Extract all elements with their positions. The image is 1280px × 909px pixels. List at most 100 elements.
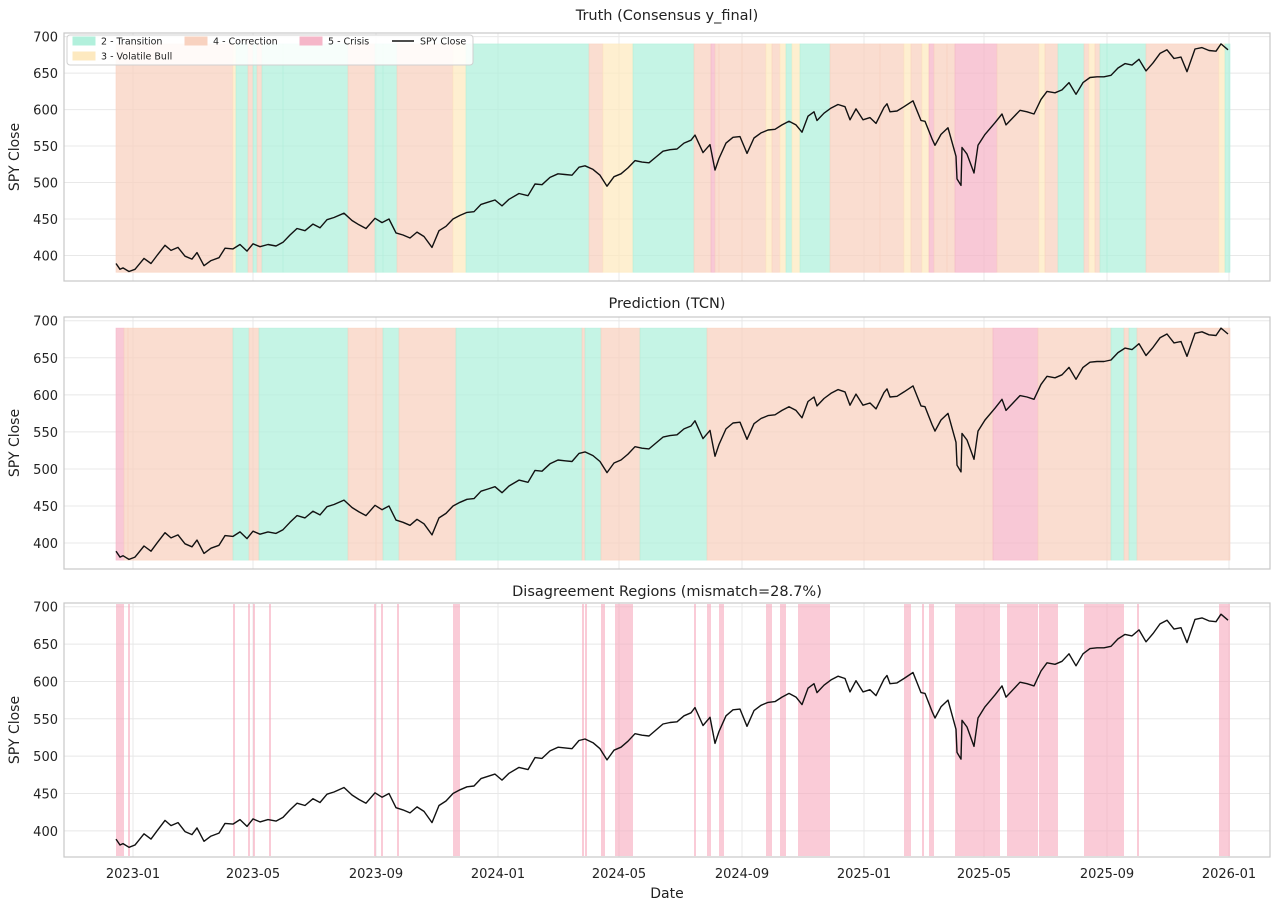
legend-item: 3 - Volatile Bull bbox=[72, 51, 172, 63]
regime-span-2 bbox=[374, 43, 384, 273]
legend-item: 5 - Crisis bbox=[299, 36, 369, 48]
y-tick-label: 550 bbox=[33, 140, 58, 155]
panel-title: Prediction (TCN) bbox=[609, 296, 726, 312]
regime-span-4 bbox=[581, 327, 586, 561]
mismatch-span bbox=[780, 604, 786, 856]
regime-span-4 bbox=[247, 43, 254, 273]
axes-frame bbox=[63, 602, 1271, 858]
x-tick-labels: 2023-01 2023-05 2023-09 2024-01 2024-05 2024-… bbox=[106, 867, 1256, 882]
regime-span-4 bbox=[829, 43, 881, 273]
mismatch-span bbox=[248, 604, 250, 856]
y-tick-label: 450 bbox=[33, 788, 58, 803]
regime-span-4 bbox=[714, 43, 720, 273]
y-tick-label: 700 bbox=[33, 31, 58, 46]
regime-span-4 bbox=[256, 43, 263, 273]
y-axis-label: SPY Close bbox=[7, 409, 23, 477]
mismatch-span bbox=[582, 604, 584, 856]
regime-span-4 bbox=[600, 327, 641, 561]
mismatch-span bbox=[1219, 604, 1230, 856]
panel-title: Disagreement Regions (mismatch=28.7%) bbox=[512, 584, 822, 600]
legend-label: 4 - Correction bbox=[213, 37, 278, 48]
y-tick-label: 450 bbox=[33, 500, 58, 515]
x-tick-label: 2025-01 bbox=[837, 867, 891, 882]
mismatch-span bbox=[719, 604, 724, 856]
regime-span-3 bbox=[791, 43, 801, 273]
regime-span-5 bbox=[115, 327, 125, 561]
y-tick-label: 500 bbox=[33, 750, 58, 765]
mismatch-span bbox=[253, 604, 255, 856]
mismatch-span bbox=[397, 604, 399, 856]
y-tick-label: 650 bbox=[33, 67, 58, 82]
y-tick-label: 650 bbox=[33, 352, 58, 367]
regime-span-2 bbox=[1106, 43, 1147, 273]
regime-span-4 bbox=[1037, 327, 1112, 561]
x-tick-label: 2024-05 bbox=[592, 867, 646, 882]
regime-span-4 bbox=[996, 43, 1040, 273]
panel-3: 400 450 500 550 600 650 700 SPY Close Disagreeme… bbox=[7, 584, 1271, 882]
x-tick-label: 2023-05 bbox=[226, 867, 280, 882]
axes-frame bbox=[63, 32, 1271, 282]
legend-swatch bbox=[299, 36, 323, 46]
mismatch-span bbox=[116, 604, 124, 856]
mismatch-span bbox=[694, 604, 696, 856]
legend-label: 3 - Volatile Bull bbox=[101, 52, 172, 63]
regime-span-2 bbox=[639, 327, 708, 561]
x-tick-label: 2023-01 bbox=[106, 867, 160, 882]
x-tick-label: 2023-09 bbox=[349, 867, 403, 882]
regime-span-2 bbox=[1224, 43, 1231, 273]
regime-span-2 bbox=[1099, 43, 1108, 273]
y-axis-label: SPY Close bbox=[7, 696, 23, 764]
legend-label: 5 - Crisis bbox=[328, 37, 369, 48]
regime-span-4 bbox=[910, 43, 923, 273]
spy-close-line bbox=[115, 613, 1229, 848]
y-tick-label: 650 bbox=[33, 638, 58, 653]
x-tick-label: 2025-09 bbox=[1080, 867, 1134, 882]
x-tick-label: 2024-09 bbox=[715, 867, 769, 882]
regime-span-4 bbox=[347, 43, 376, 273]
regime-span-4 bbox=[693, 43, 712, 273]
mismatch-span bbox=[1111, 604, 1124, 856]
regime-span-4 bbox=[123, 327, 129, 561]
mismatch-span bbox=[374, 604, 376, 856]
mismatch-span bbox=[922, 604, 924, 856]
regime-span-3 bbox=[232, 43, 237, 273]
mismatch-span bbox=[601, 604, 605, 856]
regime-span-2 bbox=[261, 43, 284, 273]
regime-span-2 bbox=[258, 327, 349, 561]
y-tick-label: 400 bbox=[33, 825, 58, 840]
regime-span-4 bbox=[396, 43, 454, 273]
regime-span-4 bbox=[1136, 327, 1231, 561]
y-tick-label: 600 bbox=[33, 104, 58, 119]
regime-span-3 bbox=[602, 43, 634, 273]
mismatch-span bbox=[1007, 604, 1038, 856]
regime-span-2 bbox=[232, 327, 250, 561]
regime-span-2 bbox=[1057, 43, 1085, 273]
y-tick-label: 450 bbox=[33, 213, 58, 228]
regime-span-5 bbox=[992, 327, 1039, 561]
regime-span-2 bbox=[1110, 327, 1125, 561]
regime-span-2 bbox=[455, 327, 583, 561]
regime-spans bbox=[115, 327, 1231, 561]
regime-span-3 bbox=[1038, 43, 1046, 273]
regime-span-4 bbox=[1044, 43, 1059, 273]
regime-span-4 bbox=[718, 43, 743, 273]
y-tick-label: 600 bbox=[33, 675, 58, 690]
regime-span-4 bbox=[706, 327, 994, 561]
y-tick-label: 500 bbox=[33, 463, 58, 478]
regime-span-3 bbox=[921, 43, 930, 273]
regime-span-4 bbox=[1094, 43, 1101, 273]
spy-close-line bbox=[115, 327, 1229, 561]
regime-span-4 bbox=[741, 43, 767, 273]
mismatch-span bbox=[585, 604, 587, 856]
x-tick-label: 2025-05 bbox=[957, 867, 1011, 882]
panel-1: 400 450 500 550 600 650 700 SPY Close Truth (Con… bbox=[7, 8, 1271, 282]
regime-span-3 bbox=[779, 43, 787, 273]
mismatch-span bbox=[707, 604, 711, 856]
panels: 400 450 500 550 600 650 700 SPY Close Truth (Con… bbox=[7, 8, 1271, 882]
legend-label: 2 - Transition bbox=[101, 37, 162, 48]
mismatch-span bbox=[798, 604, 830, 856]
regime-span-4 bbox=[115, 43, 234, 273]
regime-span-3 bbox=[765, 43, 773, 273]
legend-swatch bbox=[72, 36, 96, 46]
